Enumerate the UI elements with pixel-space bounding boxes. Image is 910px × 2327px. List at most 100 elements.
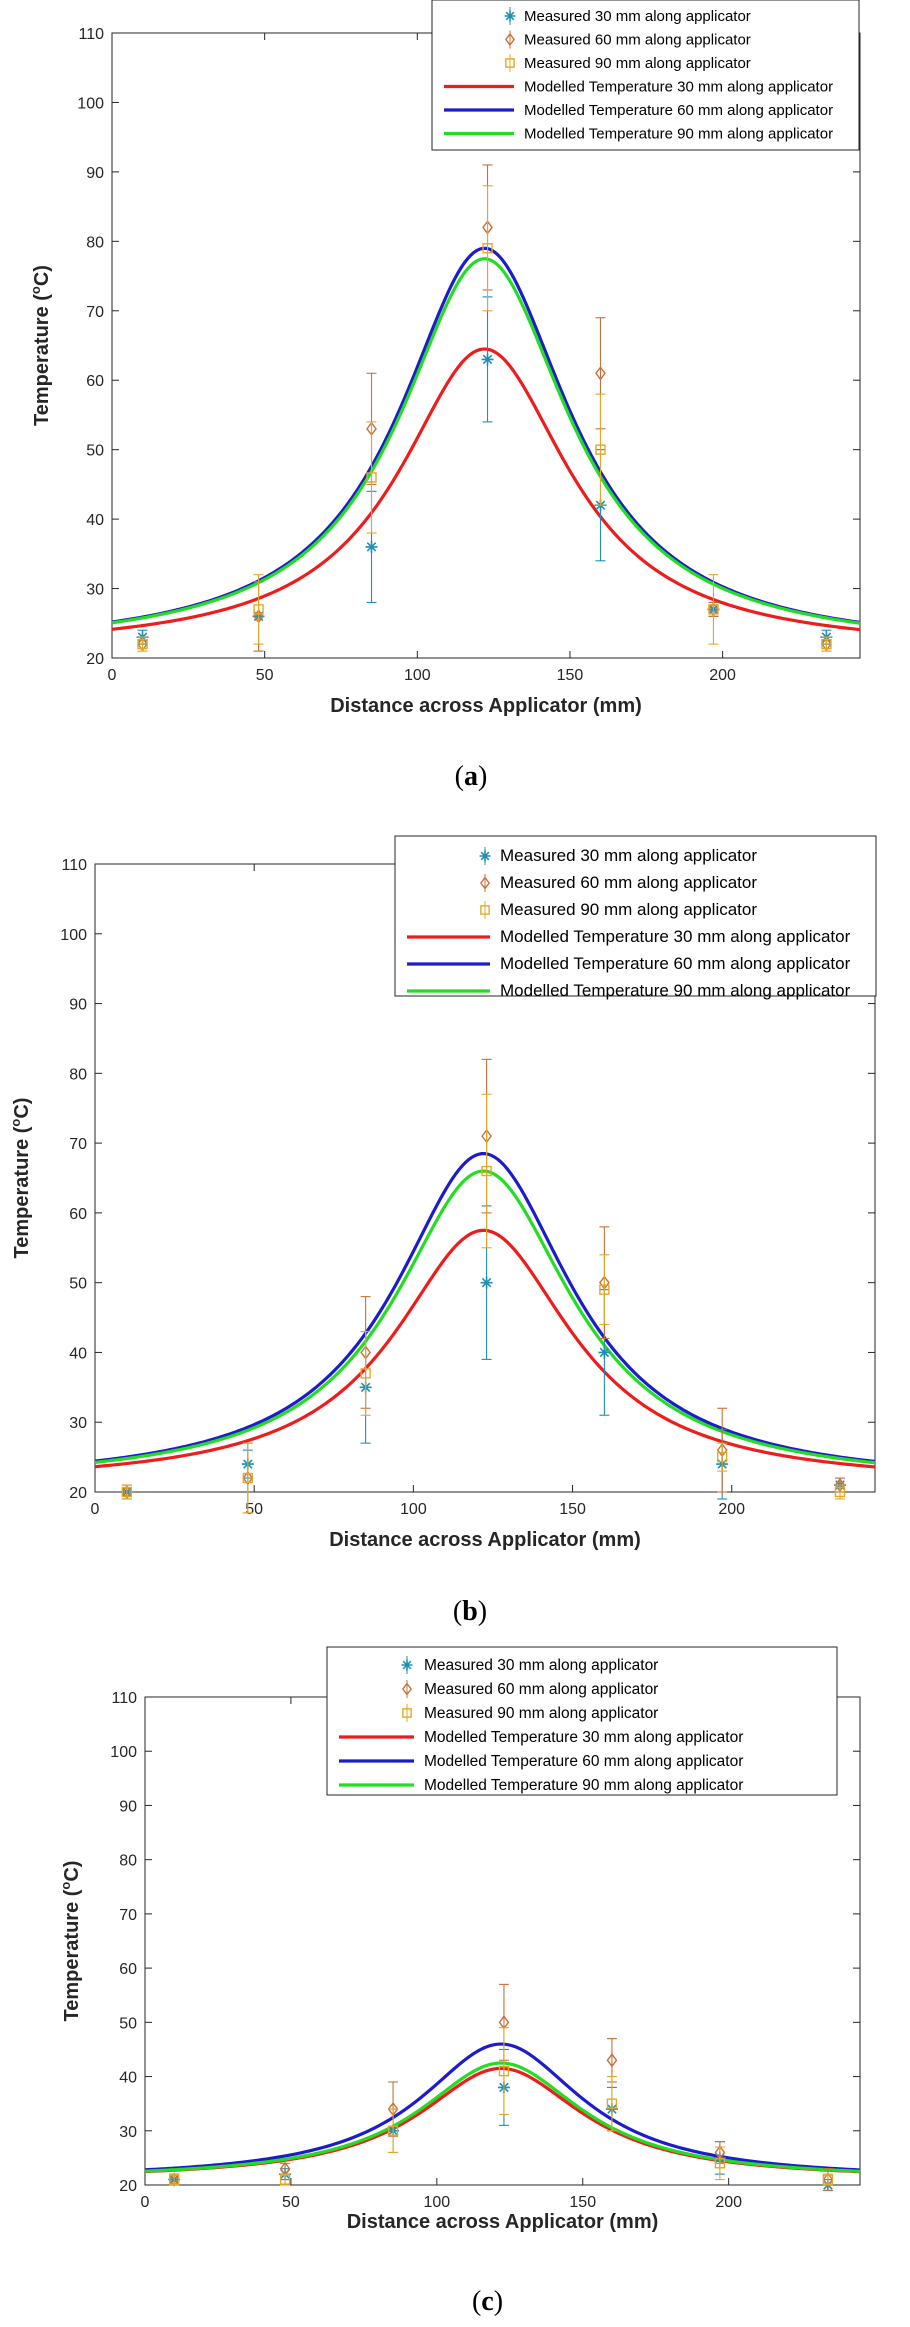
data-point-series-3: [137, 638, 148, 650]
y-tick-label: 90: [86, 165, 104, 182]
data-point-series-3: [708, 604, 719, 615]
data-point-series-3: [822, 2174, 834, 2185]
legend-marker: [401, 1659, 413, 1671]
y-tick-label: 110: [111, 1690, 137, 1707]
legend-label: Modelled Temperature 90 mm along applica…: [500, 981, 851, 1000]
legend-marker: [505, 32, 515, 47]
legend-marker: [402, 1708, 412, 1718]
caption-open-paren: (: [472, 2286, 481, 2317]
data-point-series-1: [598, 1346, 611, 1359]
data-point-series-3: [714, 2158, 726, 2169]
x-tick-label: 100: [400, 1501, 427, 1518]
data-point-series-3: [498, 2065, 510, 2077]
y-tick-label: 70: [69, 1136, 87, 1153]
y-tick-label: 70: [86, 304, 104, 321]
y-tick-label: 50: [86, 443, 104, 460]
data-point-series-2: [606, 2053, 618, 2068]
y-tick-label: 90: [69, 997, 87, 1014]
legend-box: [394, 835, 877, 997]
y-tick-label: 100: [110, 1744, 137, 1761]
y-tick-label: 80: [86, 234, 104, 251]
y-tick-label: 90: [119, 1798, 137, 1815]
y-tick-label: 40: [119, 2070, 137, 2087]
y-axis-label: Temperature (oC): [58, 1861, 83, 2022]
legend-label: Measured 90 mm along applicator: [424, 1705, 658, 1722]
legend-marker: [505, 58, 515, 68]
x-tick-label: 0: [141, 2194, 150, 2211]
data-point-series-3: [360, 1368, 371, 1379]
legend-marker: [479, 850, 491, 862]
legend-label: Modelled Temperature 30 mm along applica…: [500, 927, 851, 946]
legend-label: Measured 60 mm along applicator: [524, 32, 751, 49]
y-tick-label: 30: [119, 2124, 137, 2141]
legend-label: Modelled Temperature 30 mm along applica…: [524, 79, 833, 96]
panel-caption: (b): [453, 1596, 487, 1627]
x-axis-label: Distance across Applicator (mm): [329, 1529, 641, 1551]
x-tick-label: 150: [559, 1501, 586, 1518]
modelled-series-line-3: [94, 1169, 876, 1465]
modelled-series-line-2: [94, 1152, 876, 1464]
chart-panel-b: 0 50 100 150 200 20 30 40 50 60 70 80 90 100 110 Distan…: [8, 835, 877, 1627]
y-tick-label: 20: [86, 651, 104, 668]
caption-close-paren: ): [478, 1596, 487, 1627]
legend-label: Measured 30 mm along applicator: [424, 1657, 658, 1674]
legend-marker: [402, 1682, 412, 1696]
y-tick-label: 60: [119, 1961, 137, 1978]
x-tick-label: 0: [91, 1501, 100, 1518]
y-tick-label: 80: [69, 1066, 87, 1083]
y-tick-label: 20: [119, 2178, 137, 2195]
legend: Measured 30 mm along applicator Measured …: [394, 835, 877, 1000]
y-tick-label: 80: [119, 1853, 137, 1870]
x-tick-label: 50: [282, 2194, 300, 2211]
legend-label: Measured 90 mm along applicator: [500, 900, 757, 919]
y-axis-label-main: Temperature (: [11, 1126, 33, 1258]
caption-close-paren: ): [494, 2286, 503, 2317]
data-point-series-3: [606, 2098, 618, 2109]
data-point-series-1: [480, 1276, 493, 1289]
y-axis-label-superscript: o: [58, 1882, 73, 1890]
data-point-series-3: [716, 1451, 728, 1463]
data-point-series-3: [481, 1165, 492, 1177]
modelled-series-line-3: [144, 2061, 861, 2173]
legend-label: Modelled Temperature 60 mm along applica…: [424, 1753, 743, 1770]
data-point-series-2: [595, 366, 606, 381]
legend-label: Modelled Temperature 60 mm along applica…: [524, 102, 833, 119]
caption-open-paren: (: [453, 1596, 462, 1627]
x-tick-label: 0: [108, 667, 117, 684]
y-tick-label: 110: [61, 857, 87, 874]
panel-caption: (a): [455, 761, 488, 792]
legend-label: Measured 30 mm along applicator: [524, 8, 751, 25]
data-point-series-3: [366, 472, 377, 483]
x-tick-label: 200: [718, 1501, 745, 1518]
y-tick-label: 20: [69, 1485, 87, 1502]
legend: Measured 30 mm along applicator Measured …: [326, 1646, 838, 1796]
x-tick-label: 150: [557, 667, 584, 684]
data-point-series-2: [168, 2172, 180, 2187]
y-axis-label-end: C): [61, 1861, 83, 1882]
legend-box: [326, 1646, 838, 1796]
legend-marker: [504, 10, 516, 22]
y-tick-label: 40: [69, 1345, 87, 1362]
chart-panel-c: 0 50 100 150 200 20 30 40 50 60 70 80 90 100 110 Distan…: [58, 1646, 861, 2317]
caption-open-paren: (: [455, 761, 464, 792]
legend-marker: [480, 876, 490, 890]
legend-label: Modelled Temperature 90 mm along applica…: [424, 1777, 743, 1794]
legend-label: Measured 90 mm along applicator: [524, 55, 751, 72]
data-point-series-3: [168, 2174, 180, 2185]
legend-label: Measured 30 mm along applicator: [500, 846, 757, 865]
modelled-series-line-1: [111, 347, 861, 632]
y-tick-label: 100: [77, 95, 104, 112]
y-tick-label: 60: [69, 1206, 87, 1223]
y-axis-label-main: Temperature (: [31, 294, 53, 426]
y-axis-label-main: Temperature (: [61, 1889, 83, 2021]
x-axis-label: Distance across Applicator (mm): [330, 695, 642, 717]
data-point-series-3: [253, 604, 264, 615]
y-axis-label-end: C): [31, 265, 53, 286]
legend-label: Modelled Temperature 30 mm along applica…: [424, 1729, 743, 1746]
data-point-series-3: [599, 1284, 610, 1295]
modelled-series-line-3: [111, 257, 861, 625]
data-point-series-3: [242, 1472, 254, 1484]
x-tick-label: 50: [245, 1501, 263, 1518]
caption-close-paren: ): [478, 761, 487, 792]
